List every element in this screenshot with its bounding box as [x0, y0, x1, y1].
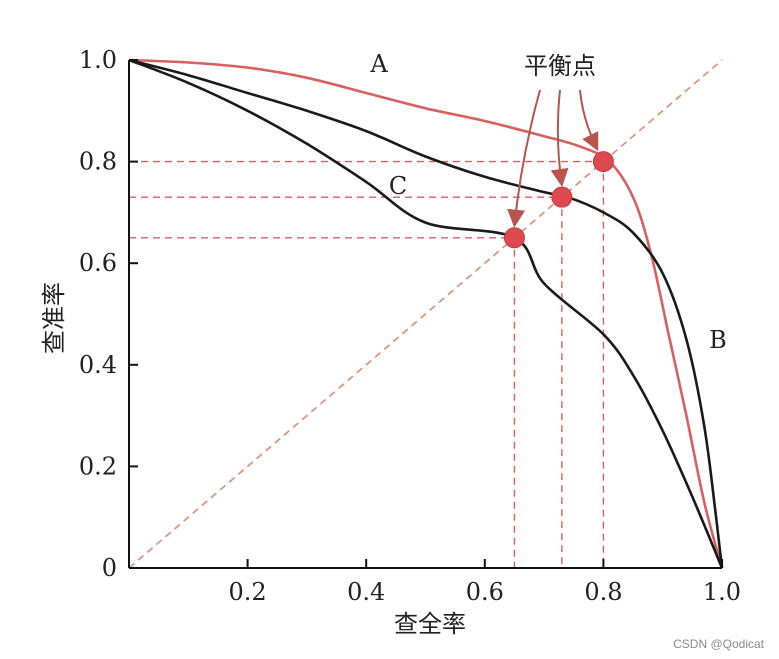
- break-even-point: [592, 151, 614, 173]
- y-axis-title: 查准率: [40, 282, 68, 354]
- y-tick-label: 0.4: [79, 351, 117, 379]
- x-tick-label: 0.6: [466, 578, 504, 606]
- y-tick-label: 0.2: [79, 452, 117, 480]
- ticks: 0.2 0.4 0.6 0.8 1.0 0 0.2 0.4 0.6 0.8 1.0: [79, 46, 741, 606]
- curve-label-a: A: [369, 50, 388, 78]
- annotation-arrow: [579, 89, 599, 152]
- diagonal-line: [128, 59, 723, 569]
- watermark-text: CSDN @Qodicat: [673, 637, 765, 651]
- curves: A B C: [128, 50, 727, 569]
- x-tick-label: 1.0: [703, 578, 741, 606]
- curve-label-b: B: [709, 326, 727, 354]
- annotation-arrow: [550, 89, 569, 187]
- x-tick-label: 0.8: [584, 578, 622, 606]
- y-tick-label: 0.8: [79, 148, 117, 176]
- x-tick-label: 0.4: [347, 578, 385, 606]
- y-tick-label: 0: [102, 554, 117, 582]
- break-even-points: [503, 151, 614, 249]
- curve-a: [128, 58, 724, 569]
- x-tick-label: 0.2: [229, 578, 267, 606]
- annotation-arrow: [507, 89, 541, 228]
- guide-lines: [129, 160, 605, 568]
- reference-line: [128, 59, 723, 569]
- y-tick-label: 1.0: [79, 46, 117, 74]
- break-even-point: [503, 227, 525, 249]
- annotation-arrows: [507, 89, 599, 228]
- y-tick-label: 0.6: [79, 249, 117, 277]
- break-even-annotation: 平衡点: [524, 52, 596, 80]
- break-even-point: [551, 186, 573, 208]
- x-axis-title: 查全率: [394, 610, 466, 638]
- curve-label-c: C: [389, 172, 407, 200]
